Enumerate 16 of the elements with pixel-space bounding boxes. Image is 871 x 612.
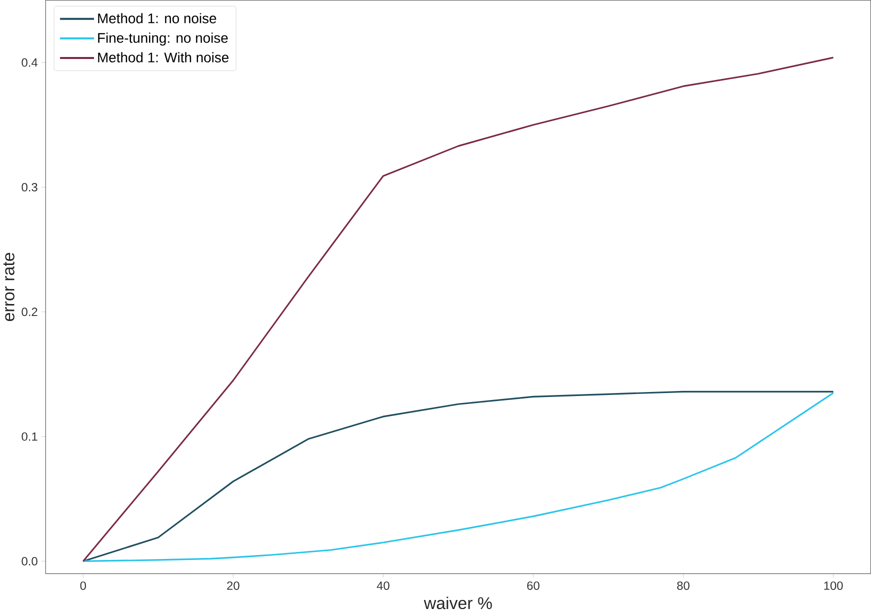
y-tick-label: 0.1 xyxy=(22,432,38,441)
y-tick-label: 0.2 xyxy=(22,307,38,316)
x-tick-label: 60 xyxy=(527,581,540,590)
legend-label: Method 1: With noise xyxy=(98,52,229,62)
y-tick-label: 0.0 xyxy=(22,556,38,566)
x-tick-label: 0 xyxy=(80,581,86,590)
y-axis-title: error rate xyxy=(3,252,14,321)
x-tick-label: 100 xyxy=(824,581,843,590)
x-tick-label: 80 xyxy=(677,581,690,590)
legend-label: Fine-tuning: no noise xyxy=(98,32,228,46)
y-tick-label: 0.4 xyxy=(22,58,38,67)
x-tick-label: 40 xyxy=(376,581,390,590)
x-axis-title: waiver % xyxy=(424,596,492,609)
x-tick-label: 20 xyxy=(227,581,240,590)
y-tick-label: 0.3 xyxy=(22,182,38,192)
legend-label: Method 1: no noise xyxy=(98,12,216,24)
